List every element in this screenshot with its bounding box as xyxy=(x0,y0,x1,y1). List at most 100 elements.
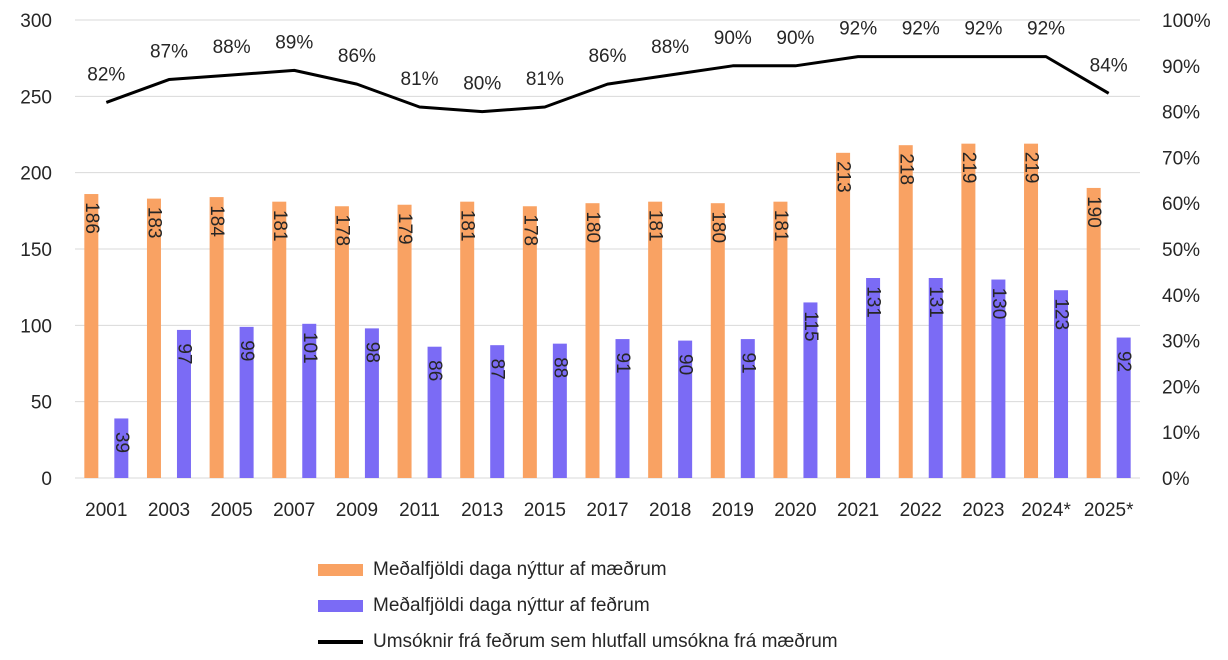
line-label-ratio: 86% xyxy=(338,46,376,67)
legend-item-fathers: Meðalfjöldi daga nýttur af feðrum xyxy=(318,588,838,624)
bar-mothers xyxy=(272,201,287,478)
y-right-tick-label: 30% xyxy=(1162,332,1200,353)
bar-mothers xyxy=(961,143,976,478)
bar-mothers xyxy=(84,194,99,479)
bar-label-fathers: 88 xyxy=(549,357,570,378)
bar-label-mothers: 180 xyxy=(582,211,603,243)
bar-label-mothers: 219 xyxy=(958,152,979,184)
y-left-tick-label: 150 xyxy=(20,240,52,261)
bar-mothers xyxy=(836,152,851,478)
bar-label-mothers: 219 xyxy=(1021,152,1042,184)
bar-fathers xyxy=(928,278,943,478)
bar-label-mothers: 178 xyxy=(331,214,352,246)
x-tick-label: 2001 xyxy=(85,500,127,521)
line-label-ratio: 92% xyxy=(964,19,1002,40)
bar-label-fathers: 130 xyxy=(988,288,1009,320)
bar-label-fathers: 131 xyxy=(863,286,884,318)
bar-fathers xyxy=(490,345,505,478)
combo-chart: 0 50 100 150 200 250 300 0% 10% 20% 30% 40% 50% 60% 70… xyxy=(20,11,1211,521)
bar-label-mothers: 190 xyxy=(1083,196,1104,228)
bar-label-mothers: 178 xyxy=(519,214,540,246)
bar-mothers xyxy=(648,201,663,478)
line-label-ratio: 92% xyxy=(839,19,877,40)
bar-label-mothers: 181 xyxy=(770,210,791,242)
y-right-tick-label: 90% xyxy=(1162,57,1200,78)
line-label-ratio: 81% xyxy=(401,69,439,90)
bar-label-mothers: 186 xyxy=(81,202,102,234)
bar-label-mothers: 179 xyxy=(394,213,415,245)
y-left-tick-label: 200 xyxy=(20,164,52,185)
legend-item-mothers: Meðalfjöldi daga nýttur af mæðrum xyxy=(318,552,838,588)
bar-label-fathers: 101 xyxy=(299,332,320,364)
x-tick-label: 2022 xyxy=(900,500,942,521)
line-label-ratio: 92% xyxy=(1027,19,1065,40)
x-tick-label: 2020 xyxy=(774,500,816,521)
line-label-ratio: 90% xyxy=(714,28,752,49)
x-tick-label: 2005 xyxy=(210,500,252,521)
y-right-tick-label: 100% xyxy=(1162,11,1211,32)
legend-label-mothers: Meðalfjöldi daga nýttur af mæðrum xyxy=(373,559,667,580)
bar-fathers xyxy=(239,326,254,478)
bar-label-mothers: 180 xyxy=(707,211,728,243)
bar-fathers xyxy=(364,328,379,478)
x-tick-label: 2021 xyxy=(837,500,879,521)
bar-fathers xyxy=(1116,337,1131,478)
line-ratio xyxy=(105,55,1110,114)
legend-label-ratio: Umsóknir frá feðrum sem hlutfall umsókna… xyxy=(373,631,838,652)
x-tick-label: 2023 xyxy=(962,500,1004,521)
line-label-ratio: 87% xyxy=(150,42,188,63)
bar-fathers xyxy=(427,346,442,478)
bar-fathers xyxy=(803,302,818,478)
bar-label-mothers: 218 xyxy=(895,153,916,185)
line-label-ratio: 80% xyxy=(463,74,501,95)
line-label-ratio: 82% xyxy=(87,64,125,85)
line-label-ratio: 88% xyxy=(213,37,251,58)
x-tick-label: 2007 xyxy=(273,500,315,521)
bar-label-fathers: 90 xyxy=(675,354,696,375)
y-right-tick-label: 10% xyxy=(1162,423,1200,444)
bar-label-mothers: 184 xyxy=(206,205,227,237)
y-right-tick-label: 50% xyxy=(1162,240,1200,261)
bar-mothers xyxy=(898,145,913,479)
bar-mothers xyxy=(585,203,600,478)
bar-label-fathers: 91 xyxy=(612,353,633,374)
bar-fathers xyxy=(615,339,630,478)
bar-fathers xyxy=(678,340,693,478)
bar-mothers xyxy=(397,204,412,478)
line-label-ratio: 89% xyxy=(275,32,313,53)
bar-label-mothers: 181 xyxy=(457,210,478,242)
x-tick-label: 2003 xyxy=(148,500,190,521)
bar-mothers xyxy=(522,206,537,478)
bar-label-fathers: 99 xyxy=(236,340,257,361)
legend: Meðalfjöldi daga nýttur af mæðrum Meðalf… xyxy=(318,552,838,660)
legend-swatch-ratio xyxy=(318,640,363,644)
line-label-ratio: 86% xyxy=(588,46,626,67)
line-label-ratio: 90% xyxy=(776,28,814,49)
x-tick-label: 2024* xyxy=(1021,500,1071,521)
bar-mothers xyxy=(146,198,161,478)
y-right-tick-label: 0% xyxy=(1162,469,1190,490)
legend-swatch-mothers xyxy=(318,564,363,576)
bar-mothers xyxy=(773,201,788,478)
bar-mothers xyxy=(334,206,349,478)
y-left-tick-label: 50 xyxy=(31,393,52,414)
bar-label-fathers: 87 xyxy=(487,359,508,380)
bar-fathers xyxy=(114,418,129,478)
y-left-tick-label: 250 xyxy=(20,87,52,108)
y-right-tick-label: 60% xyxy=(1162,194,1200,215)
bar-label-mothers: 181 xyxy=(269,210,290,242)
line-label-ratio: 84% xyxy=(1090,55,1128,76)
legend-swatch-fathers xyxy=(318,600,363,612)
bar-fathers xyxy=(740,339,755,478)
x-tick-label: 2011 xyxy=(399,500,440,521)
bar-label-mothers: 213 xyxy=(833,161,854,193)
bar-fathers xyxy=(866,278,881,478)
y-right-tick-label: 20% xyxy=(1162,377,1200,398)
y-left-tick-label: 0 xyxy=(41,469,52,490)
bar-label-mothers: 183 xyxy=(143,207,164,239)
bar-label-fathers: 123 xyxy=(1051,298,1072,330)
bar-mothers xyxy=(1024,143,1039,478)
bar-fathers xyxy=(552,343,567,478)
y-left-tick-label: 100 xyxy=(20,316,52,337)
